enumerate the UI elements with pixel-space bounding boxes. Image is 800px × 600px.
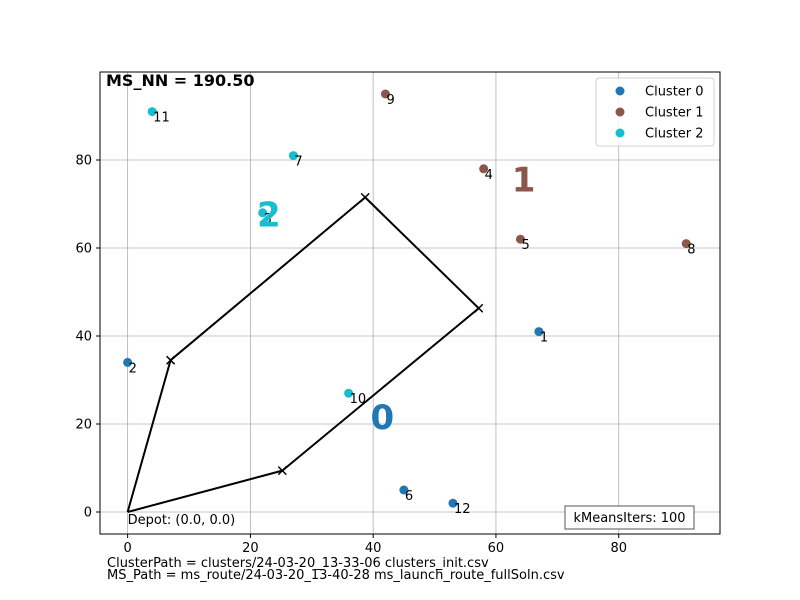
- y-tick-label: 80: [75, 154, 92, 169]
- point-label: 2: [129, 361, 137, 376]
- depot-annotation: Depot: (0.0, 0.0): [128, 513, 236, 528]
- point-label: 11: [153, 111, 170, 126]
- point-label: 7: [294, 155, 302, 170]
- cluster-centroid-label: 1: [512, 161, 536, 201]
- route-waypoint-marker: [360, 192, 370, 202]
- y-tick-label: 0: [84, 506, 92, 521]
- legend-marker: [615, 86, 625, 96]
- cluster-centroid-label: 0: [371, 398, 395, 438]
- data-point: [288, 151, 298, 161]
- point-label: 1: [540, 331, 548, 346]
- legend-label: Cluster 1: [645, 106, 704, 121]
- x-tick-label: 60: [488, 541, 505, 556]
- point-label: 4: [485, 168, 493, 183]
- x-tick-label: 80: [610, 541, 627, 556]
- ms-nn-annotation: MS_NN = 190.50: [106, 71, 255, 90]
- point-label: 9: [386, 93, 394, 108]
- legend-box: [595, 77, 715, 147]
- point-label: 3: [264, 212, 272, 227]
- point-label: 8: [687, 243, 695, 258]
- legend-label: Cluster 2: [645, 127, 704, 142]
- point-label: 12: [454, 502, 471, 517]
- plot-frame: [99, 71, 721, 535]
- y-tick-label: 20: [75, 418, 92, 433]
- cluster-path-caption: ClusterPath = clusters/24-03-20_13-33-06…: [107, 556, 489, 571]
- x-tick-label: 0: [123, 541, 131, 556]
- data-point: [123, 357, 133, 367]
- cluster-centroid-label: 2: [257, 196, 281, 236]
- data-point: [515, 234, 525, 244]
- y-tick-label: 40: [75, 330, 92, 345]
- point-label: 10: [350, 392, 367, 407]
- centroid-labels: 0 1 2: [257, 161, 535, 439]
- legend-marker: [615, 107, 625, 117]
- legend: Cluster 0 Cluster 1 Cluster 2: [595, 77, 715, 147]
- data-point: [147, 107, 157, 117]
- data-point: [344, 388, 354, 398]
- data-point: [380, 89, 390, 99]
- legend-marker: [615, 128, 625, 138]
- annotations: MS_NN = 190.50 Depot: (0.0, 0.0) kMeansIte…: [106, 71, 695, 530]
- data-point: [681, 239, 691, 249]
- route-waypoint-marker: [277, 466, 287, 476]
- x-tick-label: 40: [365, 541, 382, 556]
- point-label: 5: [521, 238, 529, 253]
- data-point: [479, 164, 489, 174]
- point-label: 6: [405, 489, 413, 504]
- y-tick-label: 60: [75, 242, 92, 257]
- data-point: [258, 208, 268, 218]
- data-point: [534, 327, 544, 337]
- grid-lines: [100, 72, 720, 534]
- route-waypoint-marker: [474, 303, 484, 313]
- legend-label: Cluster 0: [645, 85, 704, 100]
- data-point: [399, 485, 409, 495]
- route-waypoint-marker: [166, 355, 176, 365]
- route-line: [126, 196, 480, 513]
- x-tick-label: 20: [242, 541, 259, 556]
- route-path: [126, 192, 484, 513]
- data-point: [448, 498, 458, 508]
- ms-path-caption: MS_Path = ms_route/24-03-20_13-40-28 ms_…: [107, 568, 565, 583]
- kmeans-box: [564, 505, 695, 530]
- kmeans-iters-annotation: kMeansIters: 100: [573, 511, 685, 526]
